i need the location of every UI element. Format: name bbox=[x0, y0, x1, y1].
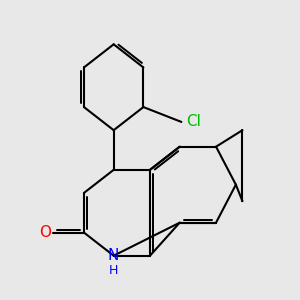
Text: H: H bbox=[109, 264, 118, 277]
Text: O: O bbox=[39, 225, 51, 240]
Text: Cl: Cl bbox=[186, 114, 201, 129]
Text: N: N bbox=[108, 248, 119, 263]
